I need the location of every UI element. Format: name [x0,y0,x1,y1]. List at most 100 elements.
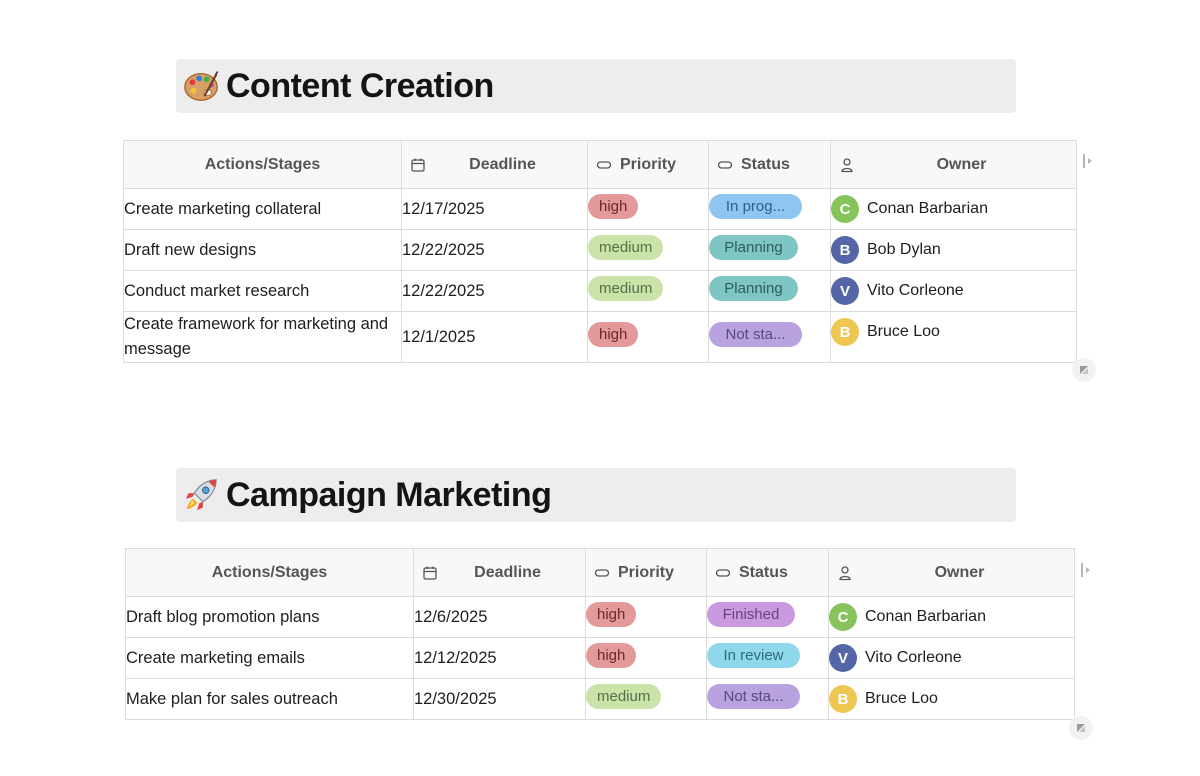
deadline-cell[interactable]: 12/1/2025 [401,311,588,363]
section-title: Content Creation [226,66,494,105]
status-cell[interactable]: Not sta... [706,678,829,720]
column-label: Actions/Stages [211,563,328,581]
column-label: Status [741,155,790,173]
priority-tag: high [588,322,639,347]
column-header-actions[interactable]: Actions/Stages [123,140,402,189]
table-row: Make plan for sales outreach 12/30/2025 … [125,678,1075,720]
deadline-cell[interactable]: 12/22/2025 [401,229,588,271]
action-cell[interactable]: Draft blog promotion plans [125,596,414,638]
calendar-icon [423,566,437,580]
owner-name: Vito Corleone [865,649,962,666]
action-cell[interactable]: Make plan for sales outreach [125,678,414,720]
column-label: Status [739,563,788,581]
deadline-cell[interactable]: 12/30/2025 [413,678,586,720]
artist-palette-icon [184,70,219,101]
priority-cell[interactable]: medium [585,678,707,720]
column-header-owner[interactable]: Owner [830,140,1077,189]
owner-name: Bruce Loo [867,323,940,340]
column-header-deadline[interactable]: Deadline [413,548,586,597]
table-row: Conduct market research 12/22/2025 mediu… [123,270,1077,312]
column-header-status[interactable]: Status [706,548,829,597]
owner-name: Vito Corleone [867,282,964,299]
status-tag: In review [707,643,800,668]
deadline-cell[interactable]: 12/12/2025 [413,637,586,679]
avatar: V [829,644,857,672]
select-pill-icon [594,568,610,577]
owner-cell[interactable]: V Vito Corleone [828,637,1075,679]
person-icon [839,565,851,580]
deadline-cell[interactable]: 12/6/2025 [413,596,586,638]
status-cell[interactable]: Finished [706,596,829,638]
priority-tag: high [586,602,637,627]
expand-columns-handle-icon[interactable] [1082,152,1096,170]
avatar: V [831,277,859,305]
column-label: Owner [936,155,987,173]
status-tag: In prog... [709,194,802,219]
person-icon [841,157,853,172]
table-resize-handle[interactable] [1072,358,1096,382]
owner-name: Conan Barbarian [867,200,988,217]
table-row: Create framework for marketing and messa… [123,311,1077,363]
owner-name: Bruce Loo [865,690,938,707]
table-resize-handle[interactable] [1069,716,1093,740]
column-label: Actions/Stages [204,155,321,173]
status-cell[interactable]: In prog... [708,188,831,230]
column-label: Deadline [474,563,541,581]
status-cell[interactable]: Not sta... [708,311,831,363]
owner-cell[interactable]: B Bruce Loo [828,678,1075,720]
column-header-deadline[interactable]: Deadline [401,140,588,189]
expand-columns-handle-icon[interactable] [1080,561,1094,579]
priority-tag: medium [586,684,662,709]
priority-cell[interactable]: high [585,637,707,679]
table-row: Create marketing emails 12/12/2025 high … [125,637,1075,679]
select-pill-icon [596,160,612,169]
priority-cell[interactable]: high [587,188,709,230]
column-header-status[interactable]: Status [708,140,831,189]
avatar: B [829,685,857,713]
owner-cell[interactable]: V Vito Corleone [830,270,1077,312]
priority-cell[interactable]: high [587,311,709,363]
status-cell[interactable]: Planning [708,229,831,271]
action-cell[interactable]: Create marketing emails [125,637,414,679]
action-cell[interactable]: Create framework for marketing and messa… [123,311,402,363]
section-header-campaign-marketing: Campaign Marketing [176,468,1016,522]
deadline-cell[interactable]: 12/17/2025 [401,188,588,230]
owner-cell[interactable]: C Conan Barbarian [828,596,1075,638]
column-label: Priority [618,563,675,581]
priority-tag: high [586,643,637,668]
column-header-priority[interactable]: Priority [587,140,709,189]
avatar: C [831,195,859,223]
calendar-icon [411,158,425,172]
action-cell[interactable]: Draft new designs [123,229,402,271]
action-cell[interactable]: Create marketing collateral [123,188,402,230]
campaign-marketing-table: Actions/Stages Deadline Priority Status [125,548,1075,720]
status-tag: Not sta... [707,684,800,709]
owner-cell[interactable]: B Bruce Loo [830,311,1077,363]
table-header-row: Actions/Stages Deadline Priority Status [125,548,1075,597]
column-header-priority[interactable]: Priority [585,548,707,597]
status-cell[interactable]: Planning [708,270,831,312]
priority-cell[interactable]: high [585,596,707,638]
owner-cell[interactable]: B Bob Dylan [830,229,1077,271]
table-row: Draft blog promotion plans 12/6/2025 hig… [125,596,1075,638]
section-title: Campaign Marketing [226,475,552,514]
deadline-cell[interactable]: 12/22/2025 [401,270,588,312]
priority-cell[interactable]: medium [587,229,709,271]
select-pill-icon [715,568,731,577]
action-cell[interactable]: Conduct market research [123,270,402,312]
content-creation-table: Actions/Stages Deadline Priority Status [123,140,1077,363]
priority-tag: medium [588,276,664,301]
priority-cell[interactable]: medium [587,270,709,312]
status-tag: Planning [709,235,798,260]
owner-name: Conan Barbarian [865,608,986,625]
owner-cell[interactable]: C Conan Barbarian [830,188,1077,230]
table-row: Create marketing collateral 12/17/2025 h… [123,188,1077,230]
status-cell[interactable]: In review [706,637,829,679]
resize-icon [1080,366,1088,374]
avatar: B [831,318,859,346]
column-header-owner[interactable]: Owner [828,548,1075,597]
select-pill-icon [717,160,733,169]
column-header-actions[interactable]: Actions/Stages [125,548,414,597]
column-label: Owner [934,563,985,581]
table-row: Draft new designs 12/22/2025 medium Plan… [123,229,1077,271]
